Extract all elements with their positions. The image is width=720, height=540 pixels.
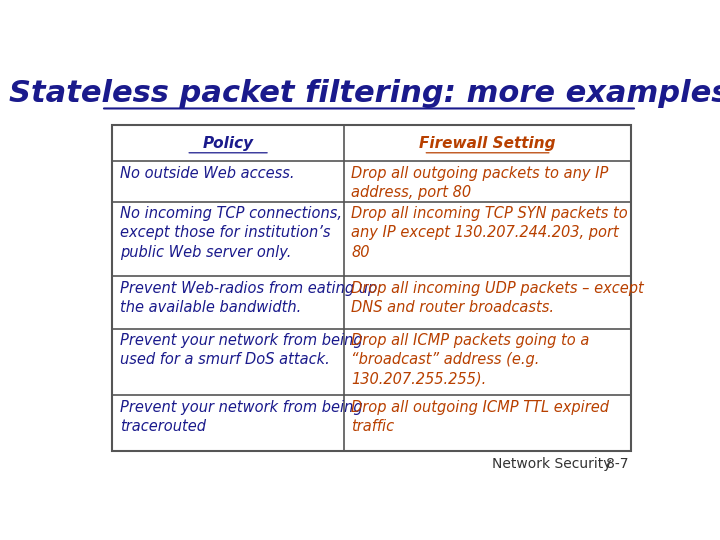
- Text: Drop all incoming TCP SYN packets to
any IP except 130.207.244.203, port
80: Drop all incoming TCP SYN packets to any…: [351, 206, 628, 260]
- Text: Drop all outgoing ICMP TTL expired
traffic: Drop all outgoing ICMP TTL expired traff…: [351, 400, 609, 434]
- Text: Drop all incoming UDP packets – except
DNS and router broadcasts.: Drop all incoming UDP packets – except D…: [351, 281, 644, 315]
- Text: 8-7: 8-7: [606, 457, 629, 471]
- Text: Prevent your network from being
used for a smurf DoS attack.: Prevent your network from being used for…: [120, 333, 362, 367]
- Text: No outside Web access.: No outside Web access.: [120, 166, 294, 181]
- Text: Network Security: Network Security: [492, 457, 611, 471]
- Text: Drop all ICMP packets going to a
“broadcast” address (e.g.
130.207.255.255).: Drop all ICMP packets going to a “broadc…: [351, 333, 590, 387]
- Text: Firewall Setting: Firewall Setting: [419, 136, 556, 151]
- Text: Prevent Web-radios from eating up
the available bandwidth.: Prevent Web-radios from eating up the av…: [120, 281, 377, 315]
- Text: No incoming TCP connections,
except those for institution’s
public Web server on: No incoming TCP connections, except thos…: [120, 206, 341, 260]
- Text: Drop all outgoing packets to any IP
address, port 80: Drop all outgoing packets to any IP addr…: [351, 166, 608, 200]
- Text: Stateless packet filtering: more examples: Stateless packet filtering: more example…: [9, 79, 720, 109]
- Text: Policy: Policy: [202, 136, 253, 151]
- Text: Prevent your network from being
tracerouted: Prevent your network from being tracerou…: [120, 400, 362, 434]
